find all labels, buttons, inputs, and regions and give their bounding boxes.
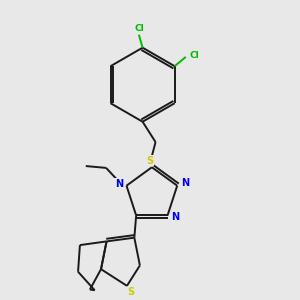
Text: N: N (115, 179, 123, 189)
Text: Cl: Cl (134, 24, 144, 33)
Text: S: S (146, 156, 154, 166)
Text: N: N (172, 212, 180, 222)
Text: N: N (181, 178, 189, 188)
Text: S: S (127, 287, 134, 298)
Text: Cl: Cl (189, 51, 199, 60)
